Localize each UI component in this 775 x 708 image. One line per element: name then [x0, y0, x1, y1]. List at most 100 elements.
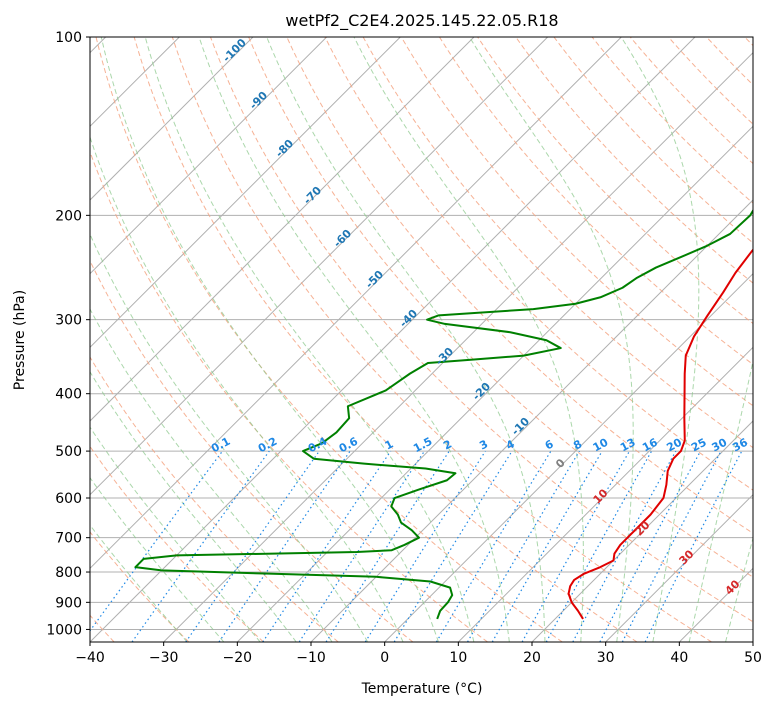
isotherm-line: [90, 37, 401, 349]
dry-adiabat-line: [210, 37, 753, 623]
mixing-ratio-line: [325, 450, 450, 642]
moist-adiabat-line: [198, 37, 510, 642]
moist-adiabat-line: [90, 233, 369, 642]
dry-adiabat-label: -90: [247, 89, 270, 112]
mixing-ratio-line: [298, 450, 425, 642]
dry-adiabat-label: -10: [509, 415, 532, 438]
mixing-ratio-line: [218, 450, 351, 642]
mixing-ratio-label: 16: [640, 436, 660, 455]
moist-adiabat-line: [620, 37, 700, 642]
dry-adiabat-label: -20: [470, 380, 493, 403]
dry-adiabat-line: [248, 37, 753, 578]
moist-adiabat-label: 40: [723, 577, 743, 597]
isotherm-line: [236, 125, 753, 642]
mixing-ratio-line: [131, 450, 270, 642]
y-tick-label: 900: [55, 595, 82, 611]
isotherm-line: [752, 641, 753, 642]
dry-adiabat-line: [362, 37, 753, 449]
mixing-ratio-label: 30: [710, 436, 730, 455]
x-tick-label: 40: [670, 650, 688, 666]
mixing-ratio-line: [466, 450, 580, 642]
y-tick-label: 800: [55, 565, 82, 581]
y-tick-label: 300: [55, 313, 82, 329]
dry-adiabat-line: [90, 531, 190, 642]
y-tick-label: 200: [55, 208, 82, 224]
dry-adiabat-label: -80: [273, 137, 296, 160]
dry-adiabat-line: [553, 37, 753, 244]
mixing-ratio-line: [621, 450, 722, 642]
moist-adiabat-line: [90, 135, 404, 642]
series-line: [567, 248, 753, 620]
mixing-ratio-line: [185, 450, 320, 642]
dry-adiabat-line: [90, 445, 264, 642]
mixing-ratio-label: 10: [591, 436, 611, 455]
moist-adiabat-label: 20: [633, 518, 653, 538]
dry-adiabat-label: -70: [301, 184, 324, 207]
x-tick-label: −30: [149, 650, 179, 666]
y-tick-label: 100: [55, 30, 82, 46]
mixing-ratio-label: 0.1: [209, 435, 232, 456]
moist-adiabat-label: 0: [553, 456, 568, 471]
x-tick-label: 20: [523, 650, 541, 666]
dry-adiabat-line: [90, 356, 339, 642]
moist-adiabat-line: [90, 426, 261, 642]
y-tick-label: 600: [55, 491, 82, 507]
mixing-ratio-label: 2: [441, 437, 454, 452]
moist-adiabat-label: 30: [677, 547, 697, 567]
mixing-ratio-label: 6: [543, 437, 556, 452]
moist-adiabat-line: [469, 37, 634, 642]
mixing-ratio-line: [435, 450, 552, 642]
y-tick-label: 400: [55, 387, 82, 403]
mixing-ratio-line: [644, 450, 743, 642]
isotherm-line: [90, 37, 696, 642]
mixing-ratio-label: 20: [664, 436, 684, 455]
dry-adiabat-label: -40: [397, 307, 420, 330]
dry-adiabat-line: [439, 37, 753, 366]
isotherm-line: [90, 37, 328, 275]
x-tick-label: −20: [223, 650, 253, 666]
dry-adiabat-label: -30: [433, 345, 456, 368]
isotherm-line: [90, 37, 475, 422]
isotherm-line: [90, 37, 549, 496]
isotherm-line: [531, 420, 753, 642]
dry-adiabat-line: [515, 37, 753, 284]
x-tick-label: −40: [75, 650, 105, 666]
x-tick-label: −10: [296, 650, 326, 666]
moist-adiabat-line: [144, 37, 475, 642]
mixing-ratio-line: [572, 450, 677, 642]
moist-adiabat-label: 10: [591, 486, 611, 506]
y-tick-label: 500: [55, 444, 82, 460]
mixing-ratio-line: [262, 450, 392, 642]
grid-layer: [90, 37, 753, 642]
isotherm-line: [457, 346, 753, 642]
moist-adiabat-line: [90, 370, 297, 642]
mixing-ratio-label: 3: [477, 437, 490, 452]
chart-title: wetPf2_C2E4.2025.145.22.05.R18: [285, 11, 558, 31]
dry-adiabat-line: [90, 259, 414, 642]
mixing-ratio-line: [599, 450, 702, 642]
moist-adiabat-line: [725, 536, 753, 642]
dry-adiabat-line: [95, 37, 563, 642]
dry-adiabat-line: [706, 37, 753, 86]
mixing-ratio-line: [545, 450, 653, 642]
isotherm-line: [90, 37, 254, 201]
axis-layer: −40 −30 −20 −10 0 10 20 30 40 5010020030040050060…: [46, 30, 762, 666]
dry-adiabat-line: [477, 37, 753, 325]
dry-adiabat-label: -100: [220, 36, 249, 65]
plot-frame: [89, 36, 754, 643]
dry-adiabat-line: [400, 37, 753, 407]
isotherm-line: [163, 51, 753, 642]
y-tick-label: 700: [55, 531, 82, 547]
data-layer: [134, 208, 753, 620]
isotherm-line: [605, 493, 753, 642]
dry-adiabat-line: [90, 150, 488, 642]
moist-adiabat-line: [353, 37, 584, 642]
series-line: [134, 208, 753, 620]
moist-adiabat-line: [90, 524, 188, 642]
y-axis-label: Pressure (hPa): [12, 290, 28, 390]
isotherm-line: [90, 37, 622, 570]
dry-adiabat-label: -60: [331, 227, 354, 250]
isotherm-line: [384, 272, 753, 642]
mixing-ratio-line: [90, 450, 223, 632]
